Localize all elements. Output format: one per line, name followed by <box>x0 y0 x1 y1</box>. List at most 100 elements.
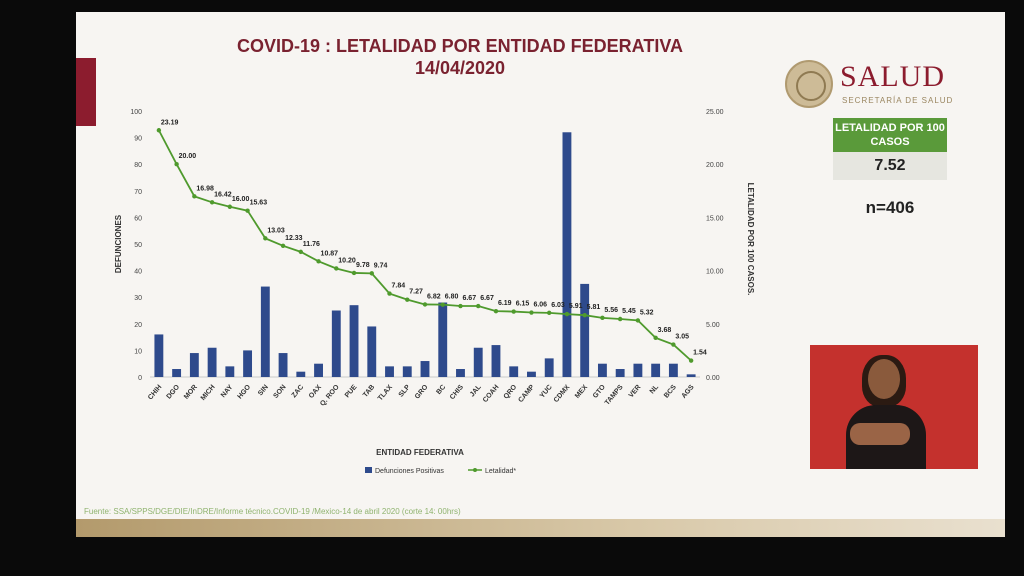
government-seal-logo <box>785 60 833 108</box>
category-label: HGO <box>236 383 252 400</box>
bar <box>296 371 306 377</box>
x-axis-title: ENTIDAD FEDERATIVA <box>376 448 464 457</box>
bar <box>331 310 341 377</box>
data-label: 5.81 <box>587 304 601 311</box>
bar <box>207 347 217 377</box>
category-label: BC <box>435 384 447 396</box>
bar <box>544 358 554 377</box>
y-tick-label: 80 <box>134 162 142 169</box>
line-point <box>280 243 286 249</box>
category-label: TAB <box>362 384 376 399</box>
line-point <box>298 249 304 255</box>
bar <box>420 361 430 377</box>
category-label: MICH <box>200 384 217 402</box>
line-point <box>422 302 428 307</box>
y2-tick-label: 20.00 <box>706 162 724 169</box>
data-label: 6.06 <box>533 302 547 309</box>
bar <box>385 366 394 377</box>
y-tick-label: 60 <box>134 215 142 222</box>
category-label: TAMPS <box>604 384 625 407</box>
category-label: CDMX <box>553 384 572 405</box>
line-point <box>316 259 321 264</box>
line-point <box>387 291 392 296</box>
sample-size: n=406 <box>865 198 915 217</box>
category-label: YUC <box>539 384 554 400</box>
y-tick-label: 20 <box>134 322 142 329</box>
y-tick-label: 10 <box>134 348 142 355</box>
category-label: PUE <box>344 384 359 400</box>
line-point <box>156 128 162 133</box>
y-tick-label: 90 <box>134 136 142 143</box>
category-label: GRO <box>414 383 430 400</box>
data-label: 9.74 <box>374 262 388 269</box>
line-point <box>688 358 694 363</box>
line-point <box>334 266 339 271</box>
line-point <box>245 208 250 213</box>
data-label: 6.15 <box>516 301 530 308</box>
bar <box>189 353 199 377</box>
line-point <box>174 162 179 167</box>
y-tick-label: 0 <box>138 375 142 382</box>
data-label: 9.78 <box>356 262 370 269</box>
bar <box>615 369 625 377</box>
category-label: CHIS <box>449 384 465 402</box>
line-point <box>476 303 481 309</box>
lethality-label: LETALIDAD POR 100 CASOS <box>833 118 947 152</box>
y-tick-label: 30 <box>134 295 142 302</box>
category-label: CAMP <box>517 384 536 405</box>
y-tick-label: 100 <box>130 109 142 116</box>
line-point <box>600 315 605 321</box>
category-label: MEX <box>574 384 589 400</box>
bar <box>314 363 323 377</box>
category-label: SIN <box>257 384 270 397</box>
bar <box>651 363 661 377</box>
category-label: NL <box>649 383 661 395</box>
data-label: 6.03 <box>551 302 565 309</box>
y-tick-label: 70 <box>134 189 142 196</box>
data-label: 15.63 <box>250 200 268 207</box>
bar <box>278 353 288 377</box>
legend-bars-label: Defunciones Positivas <box>375 468 444 475</box>
line-point <box>671 342 676 347</box>
category-label: QRO <box>503 383 519 400</box>
legend-line-label: Letalidad* <box>485 468 516 475</box>
chart-title: COVID-19 : LETALIDAD POR ENTIDAD FEDERAT… <box>236 36 683 56</box>
line-point <box>351 270 357 276</box>
bar <box>509 366 519 377</box>
category-label: DGO <box>166 383 182 400</box>
data-label: 6.80 <box>445 294 459 301</box>
category-label: Q. ROO <box>319 383 341 407</box>
category-label: OAX <box>308 384 323 400</box>
category-label: COAH <box>482 384 501 404</box>
y2-tick-label: 25.00 <box>706 109 724 116</box>
bottom-stripe <box>76 519 1005 537</box>
legend-line-marker <box>473 468 477 472</box>
bar <box>243 350 253 377</box>
y2-axis-title: LETALIDAD POR 100 CASOS. <box>746 183 755 296</box>
brand-subtitle: SECRETARÍA DE SALUD <box>842 96 954 105</box>
data-label: 6.67 <box>480 295 494 302</box>
line-point <box>617 316 623 322</box>
category-label: ZAC <box>291 384 306 400</box>
bar <box>154 334 164 377</box>
bar <box>473 347 483 377</box>
line-point <box>440 302 445 307</box>
line-point <box>653 335 658 341</box>
data-label: 12.33 <box>285 235 303 242</box>
accent-tab <box>76 58 96 126</box>
lethality-line <box>158 129 692 362</box>
line-point <box>635 318 641 323</box>
bar <box>562 132 572 377</box>
line-point <box>458 303 463 309</box>
bar <box>491 345 501 377</box>
category-label: VER <box>628 384 643 400</box>
brand-name: SALUD <box>840 60 946 93</box>
y2-tick-label: 15.00 <box>706 215 724 222</box>
data-label: 10.20 <box>338 257 356 264</box>
line-point <box>405 297 410 302</box>
data-label: 6.82 <box>427 293 441 300</box>
legend-bar-swatch <box>365 467 372 473</box>
category-label: SLP <box>398 384 412 399</box>
line-point <box>511 309 516 314</box>
